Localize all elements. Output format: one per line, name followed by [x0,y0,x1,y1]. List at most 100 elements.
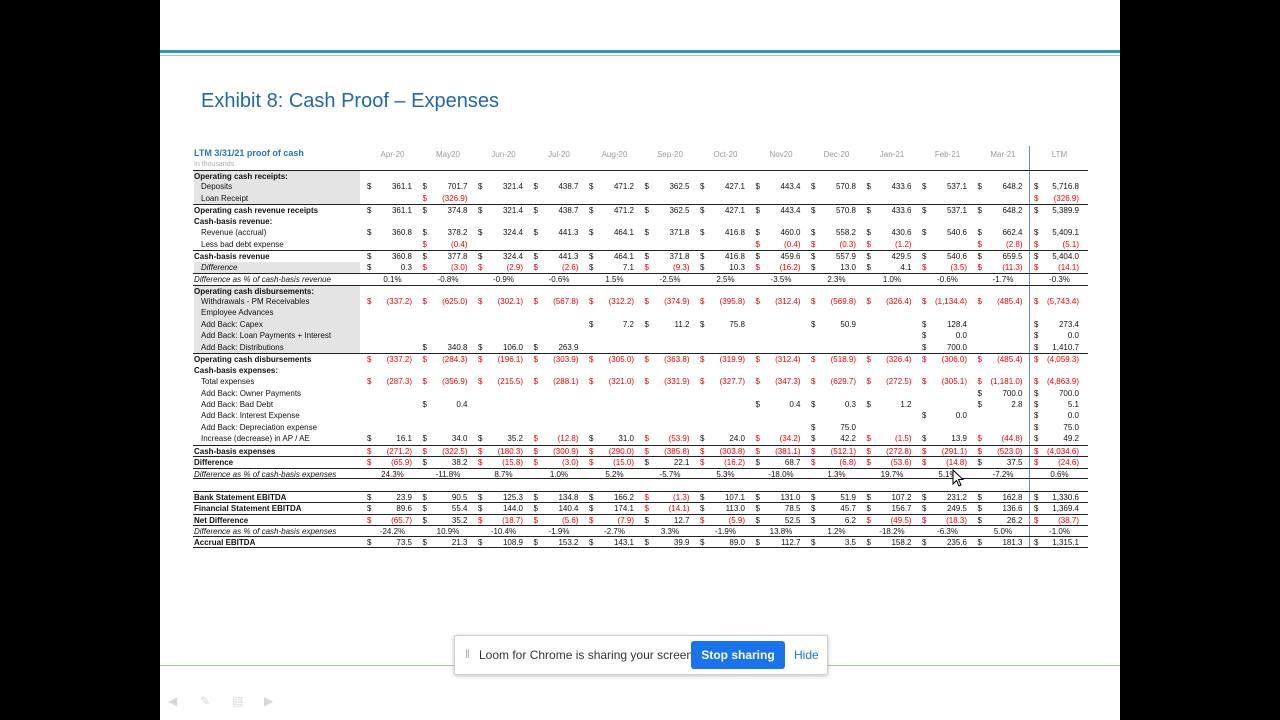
value-cell: $416.8 [698,227,753,238]
cell-amount: 464.1 [613,252,634,262]
value-cell: $648.2 [976,205,1031,215]
currency-symbol: $ [922,411,927,421]
cell-amount: 0.0 [955,331,967,341]
value-cell: $ (284.3) [421,354,476,364]
currency-symbol: $ [1034,538,1039,548]
currency-symbol: $ [700,446,705,456]
value-cell: $1,369.4 [1032,503,1087,513]
value-cell: $89.6 [365,503,420,513]
table-row: Revenue (accrual) $360.8 $378.2 $324.4 $441.… [193,227,1088,238]
currency-symbol: $ [367,446,372,456]
menu-icon[interactable]: ▤ [232,694,244,708]
currency-symbol: $ [589,206,594,216]
currency-symbol: $ [1034,342,1039,352]
value-cell: $570.8 [809,181,864,192]
cell-amount: (331.9) [664,377,690,387]
cell-amount: 273.4 [1058,319,1079,329]
currency-symbol: $ [422,262,427,272]
cell-amount: 35.2 [451,515,468,525]
cell-amount: (356.9) [442,377,468,387]
cell-amount: (0.3) [839,239,856,249]
currency-symbol: $ [922,538,927,548]
value-cell: $ (49.5) [865,515,920,525]
currency-symbol: $ [755,206,760,216]
value-cell: $ (302.1) [476,296,531,307]
cell-amount: 21.3 [451,538,468,548]
value-cell: $324.4 [476,227,531,238]
cell-amount: 52.5 [784,515,801,525]
percent-cell: -10.4% [490,526,517,536]
cell-amount: (3.0) [451,262,468,272]
stop-sharing-button[interactable]: Stop sharing [691,641,785,669]
cell-amount: 1,410.7 [1052,342,1079,352]
cell-amount: (215.5) [497,377,523,387]
table-row: Add Back: Owner Payments $700.0 $700.0 [193,388,1088,399]
currency-symbol: $ [977,504,982,514]
cell-amount: (16.2) [779,262,801,272]
currency-symbol: $ [811,296,816,306]
value-cell: $0.0 [1032,410,1087,421]
value-cell: $ (12.8) [532,433,587,444]
value-cell: $21.3 [421,537,476,548]
hide-link[interactable]: Hide [794,648,819,662]
value-cell: $430.6 [865,227,920,238]
value-cell: $ (303.9) [532,354,587,364]
cell-amount: 144.0 [502,504,523,514]
currency-symbol: $ [644,182,649,192]
cell-amount: (326.4) [886,296,912,306]
cell-amount: 416.8 [724,252,745,262]
currency-symbol: $ [1034,492,1039,502]
cell-amount: (14.1) [1058,262,1079,272]
currency-symbol: $ [644,262,649,272]
cell-amount: 75.0 [1063,422,1079,432]
drag-handle-icon[interactable]: ‖ [465,647,470,661]
cell-amount: 22.1 [673,458,690,468]
currency-symbol: $ [700,252,705,262]
row-label: Loan Receipt [194,192,360,205]
currency-symbol: $ [422,458,427,468]
pen-icon[interactable]: ✎ [200,694,211,708]
value-cell: $ (9.3) [643,262,698,273]
cell-amount: (180.3) [497,446,523,456]
value-cell: $ (7.9) [587,515,642,525]
value-cell: $2.8 [976,399,1031,410]
currency-symbol: $ [922,252,927,262]
value-cell: $ (312.4) [754,296,809,307]
cell-amount: 50.9 [840,319,856,329]
value-cell: $42.2 [809,433,864,444]
percent-cell: 1.5% [605,275,624,285]
cell-amount: (2.9) [506,262,523,272]
currency-symbol: $ [533,355,538,365]
table-row: Operating cash disbursements $ (337.2) $ (28… [193,353,1088,364]
value-cell: $37.5 [976,457,1031,467]
cell-amount: 1.2 [900,400,912,409]
cell-amount: 106.0 [502,342,523,352]
cell-amount: (5.1) [1062,239,1079,249]
currency-symbol: $ [1034,331,1039,341]
cell-amount: (347.3) [775,377,801,387]
currency-symbol: $ [589,492,594,502]
percent-cell: -18.2% [879,526,905,536]
currency-symbol: $ [367,515,372,525]
cell-amount: 429.5 [891,252,912,262]
loom-sharing-bar: ‖ Loom for Chrome is sharing your screen… [454,635,828,675]
cell-amount: 37.5 [1006,458,1023,468]
cell-amount: (381.1) [775,446,801,456]
cell-amount: (4,034.6) [1046,446,1079,456]
percent-cell: 1.0% [549,469,569,479]
value-cell: $443.4 [754,181,809,192]
value-cell: $371.8 [643,227,698,238]
currency-symbol: $ [755,515,760,525]
table-row: Add Back: Loan Payments + Interest $0.0 $0… [193,330,1088,342]
currency-symbol: $ [589,262,594,272]
currency-symbol: $ [422,538,427,548]
currency-symbol: $ [1034,206,1039,216]
next-slide-icon[interactable]: ▶ [264,694,274,708]
cell-amount: 181.3 [1002,538,1023,548]
previous-slide-icon[interactable]: ◀ [168,694,178,708]
value-cell: $106.0 [476,342,531,353]
value-cell: $360.8 [365,251,420,261]
value-cell: $107.1 [698,492,753,502]
value-cell: $0.4 [754,399,809,410]
cell-amount: 162.8 [1002,492,1023,502]
